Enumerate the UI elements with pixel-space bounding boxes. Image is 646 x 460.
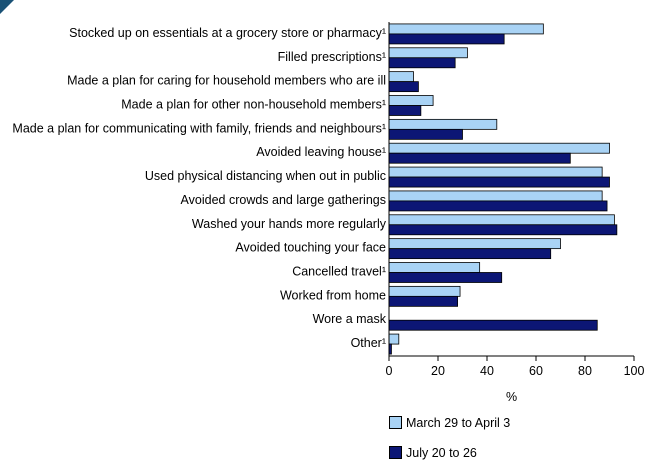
x-axis-label: % xyxy=(506,390,517,404)
category-label: Washed your hands more regularly xyxy=(192,217,387,231)
category-label: Used physical distancing when out in pub… xyxy=(145,169,386,183)
legend-item-july: July 20 to 26 xyxy=(389,446,477,460)
bar-july xyxy=(388,248,552,260)
category-label: Cancelled travel¹ xyxy=(292,265,386,279)
legend-item-march: March 29 to April 3 xyxy=(389,416,510,430)
legend-label-march: March 29 to April 3 xyxy=(406,416,511,430)
bar-july xyxy=(388,33,505,45)
x-tick-label: 0 xyxy=(386,364,393,378)
category-label: Filled prescriptions¹ xyxy=(278,50,386,64)
legend-swatch-july xyxy=(389,446,402,459)
bar-chart: Stocked up on essentials at a grocery st… xyxy=(12,22,645,404)
bar-march xyxy=(388,47,468,59)
bar-march xyxy=(388,166,603,178)
category-label: Other¹ xyxy=(351,336,386,350)
category-label: Stocked up on essentials at a grocery st… xyxy=(69,26,386,40)
legend-swatch-march xyxy=(389,416,402,429)
bar-july xyxy=(388,200,608,212)
bar-july xyxy=(388,105,422,116)
bar-march xyxy=(388,95,434,106)
bar-july xyxy=(388,81,419,93)
bar-march xyxy=(388,238,561,250)
x-tick-label: 100 xyxy=(624,364,645,378)
x-tick-label: 40 xyxy=(480,364,494,378)
x-tick-label: 80 xyxy=(578,364,592,378)
x-tick-label: 20 xyxy=(431,364,445,378)
bar-march xyxy=(388,142,610,154)
category-label: Avoided leaving house¹ xyxy=(256,145,386,159)
category-label: Worked from home xyxy=(280,288,386,302)
bar-march xyxy=(388,71,414,83)
category-label: Made a plan for communicating with famil… xyxy=(12,121,386,135)
bar-march xyxy=(388,23,544,35)
bar-march xyxy=(388,285,461,297)
bar-march xyxy=(388,262,481,273)
category-label: Avoided touching your face xyxy=(235,241,386,255)
corner-decoration xyxy=(0,0,14,14)
bar-march xyxy=(388,118,498,130)
bar-july xyxy=(388,152,571,164)
bar-july xyxy=(388,319,598,331)
category-label: Made a plan for caring for household mem… xyxy=(67,74,386,88)
bar-july xyxy=(388,128,463,140)
bar-march xyxy=(388,333,400,345)
category-label: Avoided crowds and large gatherings xyxy=(181,193,386,207)
bar-july xyxy=(388,176,610,188)
bar-march xyxy=(388,214,615,226)
bar-july xyxy=(388,295,458,307)
bar-march xyxy=(388,190,603,202)
x-tick-label: 60 xyxy=(529,364,543,378)
legend-label-july: July 20 to 26 xyxy=(406,446,477,460)
category-label: Wore a mask xyxy=(313,312,387,326)
bar-july xyxy=(388,224,618,236)
category-label: Made a plan for other non-household memb… xyxy=(121,98,386,112)
bar-july xyxy=(388,272,503,283)
bar-july xyxy=(388,57,456,69)
